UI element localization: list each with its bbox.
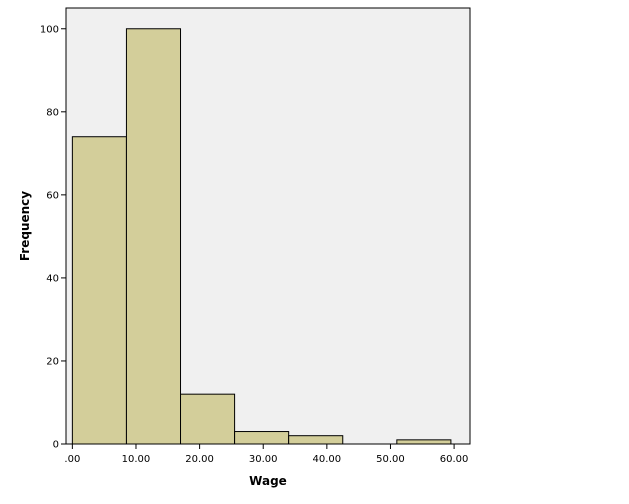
y-tick-label: 20 (46, 356, 59, 367)
y-tick-label: 80 (46, 107, 59, 118)
histogram-bar (71, 136, 127, 445)
x-tick-label: 10.00 (122, 454, 151, 465)
y-tick-label: 100 (40, 24, 59, 35)
x-axis-title: Wage (249, 474, 287, 488)
x-tick-label: 50.00 (376, 454, 405, 465)
histogram-bar (396, 439, 452, 445)
histogram-bar (288, 435, 344, 445)
histogram-bar (234, 431, 290, 445)
y-tick-label: 0 (53, 440, 59, 451)
y-tick-label: 40 (46, 273, 59, 284)
y-tick-label: 60 (46, 190, 59, 201)
x-tick-label: 30.00 (249, 454, 278, 465)
x-tick-label: 20.00 (185, 454, 214, 465)
x-tick-label: 60.00 (440, 454, 469, 465)
x-tick-label: 40.00 (313, 454, 342, 465)
histogram-bar (125, 28, 182, 445)
x-tick-label: .00 (64, 454, 80, 465)
y-axis: 0 20 40 60 80 100 (40, 24, 66, 451)
bars-group (71, 28, 452, 445)
y-axis-title: Frequency (18, 191, 32, 261)
x-axis: .00 10.00 20.00 30.00 40.00 50.00 60.00 (64, 444, 468, 465)
histogram-bar (180, 393, 236, 445)
